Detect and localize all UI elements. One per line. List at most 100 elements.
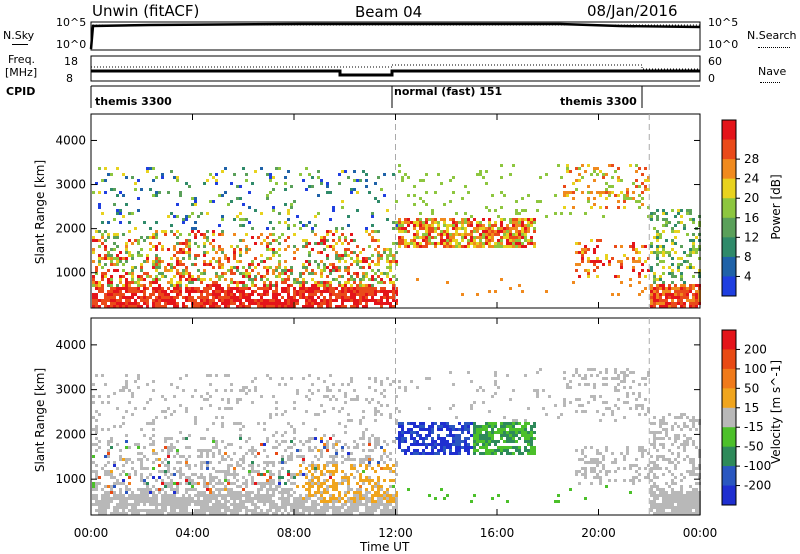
- data-cell: [143, 407, 146, 410]
- data-cell: [317, 287, 320, 290]
- data-cell: [692, 503, 695, 506]
- data-cell: [155, 260, 158, 263]
- data-cell: [251, 278, 254, 281]
- data-cell: [593, 167, 596, 170]
- data-cell: [212, 245, 215, 248]
- data-cell: [215, 494, 218, 497]
- data-cell: [650, 287, 653, 290]
- data-cell: [296, 293, 299, 296]
- data-cell: [473, 494, 476, 497]
- data-cell: [230, 473, 233, 476]
- data-cell: [596, 245, 599, 248]
- data-cell: [416, 218, 419, 221]
- data-cell: [620, 191, 623, 194]
- data-cell: [317, 263, 320, 266]
- data-cell: [659, 278, 662, 281]
- data-cell: [212, 266, 215, 269]
- data-cell: [647, 473, 650, 476]
- data-cell: [392, 485, 395, 488]
- data-cell: [374, 491, 377, 494]
- data-cell: [449, 236, 452, 239]
- data-cell: [170, 479, 173, 482]
- data-cell: [605, 188, 608, 191]
- data-cell: [149, 497, 152, 500]
- data-cell: [317, 389, 320, 392]
- data-cell: [275, 296, 278, 299]
- data-cell: [134, 407, 137, 410]
- data-cell: [398, 170, 401, 173]
- data-cell: [107, 470, 110, 473]
- data-cell: [389, 260, 392, 263]
- data-cell: [170, 281, 173, 284]
- data-cell: [425, 242, 428, 245]
- data-cell: [338, 491, 341, 494]
- data-cell: [623, 374, 626, 377]
- data-cell: [230, 299, 233, 302]
- data-cell: [317, 479, 320, 482]
- data-cell: [368, 497, 371, 500]
- data-cell: [323, 479, 326, 482]
- data-cell: [509, 242, 512, 245]
- data-cell: [263, 305, 266, 308]
- data-cell: [248, 275, 251, 278]
- data-cell: [512, 425, 515, 428]
- data-cell: [191, 299, 194, 302]
- data-cell: [365, 299, 368, 302]
- data-cell: [206, 290, 209, 293]
- data-cell: [695, 236, 698, 239]
- data-cell: [671, 248, 674, 251]
- data-cell: [137, 296, 140, 299]
- data-cell: [359, 302, 362, 305]
- data-cell: [218, 509, 221, 512]
- data-cell: [281, 287, 284, 290]
- data-cell: [479, 239, 482, 242]
- data-cell: [206, 284, 209, 287]
- data-cell: [341, 407, 344, 410]
- data-cell: [116, 287, 119, 290]
- data-cell: [134, 293, 137, 296]
- data-cell: [272, 284, 275, 287]
- data-cell: [500, 428, 503, 431]
- data-cell: [278, 302, 281, 305]
- data-cell: [446, 230, 449, 233]
- data-cell: [584, 470, 587, 473]
- data-cell: [131, 467, 134, 470]
- data-cell: [686, 470, 689, 473]
- data-cell: [308, 242, 311, 245]
- data-cell: [113, 269, 116, 272]
- data-cell: [512, 218, 515, 221]
- data-cell: [155, 191, 158, 194]
- data-cell: [278, 470, 281, 473]
- data-cell: [119, 260, 122, 263]
- data-cell: [104, 239, 107, 242]
- data-cell: [305, 188, 308, 191]
- data-cell: [170, 488, 173, 491]
- data-cell: [155, 221, 158, 224]
- data-cell: [476, 227, 479, 230]
- data-cell: [302, 497, 305, 500]
- data-cell: [647, 452, 650, 455]
- data-cell: [122, 296, 125, 299]
- data-cell: [161, 503, 164, 506]
- data-cell: [188, 299, 191, 302]
- data-cell: [164, 293, 167, 296]
- data-cell: [212, 440, 215, 443]
- data-cell: [419, 212, 422, 215]
- data-cell: [632, 476, 635, 479]
- data-cell: [269, 281, 272, 284]
- data-cell: [476, 230, 479, 233]
- freq-unit: [MHz]: [5, 66, 38, 79]
- data-cell: [257, 506, 260, 509]
- data-cell: [122, 509, 125, 512]
- data-cell: [656, 455, 659, 458]
- data-cell: [332, 497, 335, 500]
- data-cell: [140, 476, 143, 479]
- colorbar-swatch: [722, 139, 736, 160]
- data-cell: [350, 464, 353, 467]
- data-cell: [368, 263, 371, 266]
- data-cell: [104, 470, 107, 473]
- data-cell: [272, 500, 275, 503]
- data-cell: [203, 245, 206, 248]
- data-cell: [110, 497, 113, 500]
- data-cell: [653, 434, 656, 437]
